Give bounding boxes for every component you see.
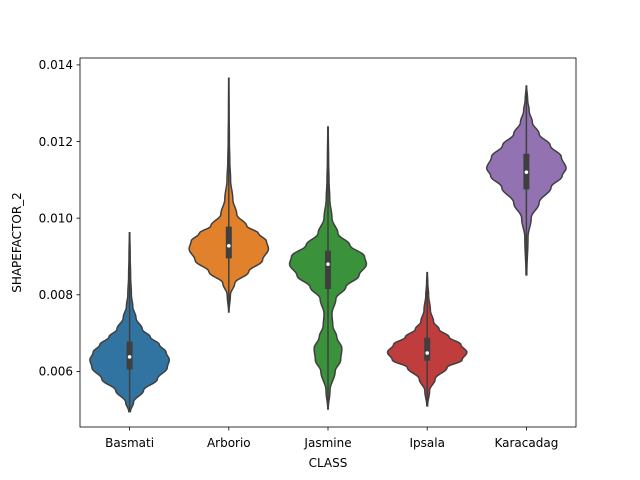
y-axis: 0.006 0.008 0.010 0.012 0.014 — [39, 58, 80, 379]
y-tick-label: 0.006 — [39, 365, 73, 379]
y-tick-label: 0.010 — [39, 211, 73, 225]
y-tick-label: 0.008 — [39, 288, 73, 302]
iqr-box-jasmine — [325, 250, 331, 290]
x-axis: Basmati Arborio Jasmine Ipsala Karacadag — [105, 427, 558, 450]
x-tick-label: Karacadag — [494, 436, 558, 450]
iqr-box-ipsala — [424, 337, 431, 361]
y-axis-title: SHAPEFACTOR_2 — [10, 192, 24, 293]
x-tick-label: Basmati — [105, 436, 154, 450]
y-tick-label: 0.014 — [39, 58, 73, 72]
x-tick-label: Arborio — [207, 436, 251, 450]
iqr-box-arborio — [225, 226, 232, 259]
violins-layer — [89, 77, 567, 413]
median-dot-arborio — [227, 243, 231, 248]
x-tick-label: Ipsala — [409, 436, 444, 450]
median-dot-basmati — [127, 355, 132, 359]
median-dot-karacadag — [524, 170, 529, 174]
median-dot-jasmine — [326, 262, 330, 266]
x-axis-title: CLASS — [309, 456, 348, 470]
median-dot-ipsala — [425, 351, 430, 355]
x-tick-label: Jasmine — [303, 436, 351, 450]
y-tick-label: 0.012 — [39, 135, 73, 149]
